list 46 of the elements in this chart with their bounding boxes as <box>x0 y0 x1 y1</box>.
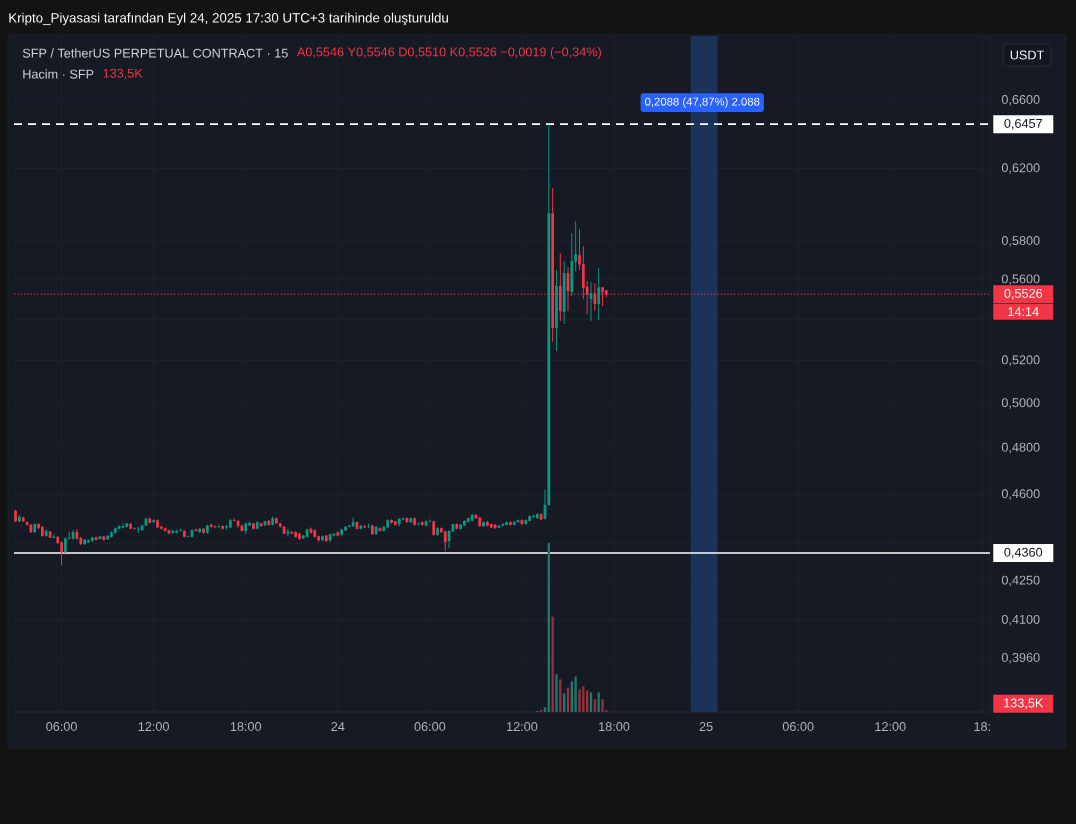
x-tick-label: 06:00 <box>414 722 446 732</box>
y-tick-label: 0,4250 <box>1001 575 1040 587</box>
y-tick-label: 0,5600 <box>1001 274 1040 285</box>
candlestick <box>217 524 221 529</box>
candlestick <box>286 528 290 537</box>
x-tick-label: 12:00 <box>875 722 906 732</box>
y-tick-label: 0,6600 <box>1001 95 1040 106</box>
y-tick-label: 0,4100 <box>1001 614 1040 626</box>
bar <box>551 616 554 712</box>
bar <box>555 674 558 712</box>
text: 14:14 <box>1008 307 1039 317</box>
chart-title: Hacim · SFP <box>23 69 94 79</box>
ref-line-label: 0,5526 <box>1004 288 1043 300</box>
candlestick <box>597 267 601 321</box>
x-tick-label: 12:00 <box>138 722 169 732</box>
bar <box>578 689 581 712</box>
bar <box>543 707 547 712</box>
text: 133,5K <box>1004 698 1044 709</box>
x-tick-label: 25 <box>699 722 713 732</box>
ref-line-label: 0,6457 <box>1004 118 1043 130</box>
x-tick-label: 18:00 <box>599 722 630 732</box>
y-tick-label: 0,5800 <box>1001 236 1040 247</box>
text: USDT <box>1010 50 1044 60</box>
y-tick-label: 0,4600 <box>1001 489 1040 500</box>
bar <box>601 699 604 712</box>
y-tick-label: 0,5200 <box>1001 355 1040 366</box>
text: SFP / TetherUS PERPETUAL CONTRACT · 15 <box>22 48 288 58</box>
x-tick-label: 06:00 <box>782 722 814 732</box>
text: Kripto_Piyasasi tarafından Eyl 24, 2025 17:30 UTC+3 tarihinde oluşturuldu <box>9 12 448 26</box>
bar <box>593 699 596 712</box>
y-tick-label: 0,3960 <box>1001 652 1040 664</box>
candlestick <box>351 516 355 528</box>
x-tick-label: 18:00 <box>230 722 262 732</box>
candlestick <box>578 228 581 271</box>
y-tick-label: 0,5000 <box>1001 398 1040 409</box>
y-tick-label: 0,6200 <box>1001 163 1040 174</box>
y-tick-label: 0,4800 <box>1001 442 1040 454</box>
x-tick-label: 24 <box>331 722 345 731</box>
annotation: 0,2088 (47,87%) 2.088 <box>645 97 760 108</box>
x-tick-label: 12:00 <box>507 722 538 732</box>
x-tick-label: 06:00 <box>46 722 77 732</box>
x-tick-label: 18: <box>974 722 990 732</box>
annotation: A0,5546 Y0,5546 D0,5510 K0,5526 −0,0019 (−0,34%) <box>296 47 601 59</box>
annotation: 133,5K <box>103 68 143 80</box>
ref-line-label: 0,4360 <box>1004 547 1043 559</box>
candlestick <box>60 540 63 566</box>
